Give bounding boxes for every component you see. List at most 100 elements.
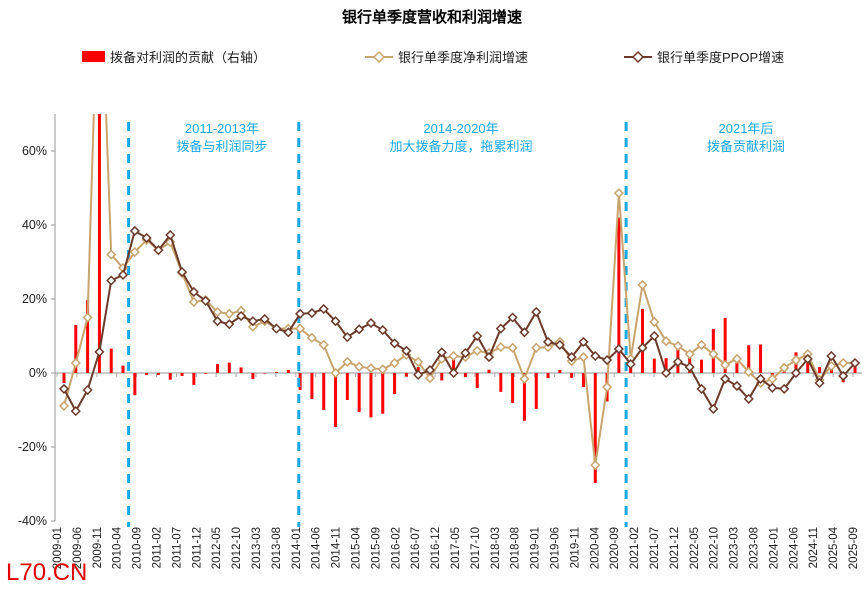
point-ppop <box>495 323 506 334</box>
x-tick-label: 2014-11 <box>331 527 343 568</box>
bar-provision-contribution <box>215 364 219 373</box>
x-tick-label: 2010-04 <box>112 526 124 569</box>
point-ppop <box>236 310 247 322</box>
bar-provision-contribution <box>263 373 267 374</box>
point-ppop <box>271 323 282 334</box>
bar-provision-contribution <box>475 373 479 389</box>
bar-provision-contribution <box>168 373 172 380</box>
x-tick-label: 2021-07 <box>649 527 661 569</box>
point-ppop <box>755 373 766 384</box>
x-tick-label: 2016-07 <box>410 527 422 569</box>
point-net-profit <box>495 342 506 353</box>
point-ppop <box>602 354 613 366</box>
point-ppop <box>318 303 329 315</box>
point-ppop <box>129 225 140 236</box>
point-net-profit <box>342 356 353 367</box>
point-net-profit <box>295 323 306 334</box>
point-net-profit <box>519 373 530 384</box>
point-net-profit <box>708 349 719 360</box>
legend-diamond-ppop <box>631 50 645 64</box>
bar-provision-contribution <box>593 373 597 483</box>
point-ppop <box>519 327 530 338</box>
bar-provision-contribution <box>357 373 361 412</box>
point-net-profit <box>306 332 317 343</box>
point-ppop <box>849 357 861 369</box>
x-tick-label: 2013-03 <box>251 527 263 569</box>
bar-provision-contribution <box>499 373 503 392</box>
point-ppop <box>814 377 825 389</box>
point-ppop <box>424 364 436 376</box>
x-tick-label: 2019-06 <box>550 527 562 569</box>
bar-provision-contribution <box>640 308 644 373</box>
point-net-profit <box>613 188 624 199</box>
bar-provision-contribution <box>522 373 526 421</box>
x-tick-label: 2024-11 <box>808 527 820 568</box>
x-tick-label: 2025-04 <box>828 526 840 569</box>
point-net-profit <box>542 342 554 353</box>
point-net-profit <box>507 342 518 353</box>
x-tick-label: 2023-03 <box>729 527 741 569</box>
point-net-profit <box>58 400 70 411</box>
x-tick-label: 2009-01 <box>52 527 64 569</box>
bar-provision-contribution <box>759 344 763 373</box>
x-tick-label: 2021-02 <box>629 527 641 569</box>
x-tick-label: 2011-02 <box>152 527 164 568</box>
bar-provision-contribution <box>86 300 90 373</box>
period-annotation-note: 拨备与利润同步 <box>176 139 267 154</box>
point-net-profit <box>389 357 400 369</box>
chart-title: 银行单季度营收和利润增速 <box>342 8 522 26</box>
point-net-profit <box>413 356 424 367</box>
point-net-profit <box>224 308 235 319</box>
point-ppop <box>507 312 518 323</box>
bar-provision-contribution <box>251 373 255 379</box>
bar-provision-contribution <box>121 365 125 373</box>
bar-provision-contribution <box>192 373 196 385</box>
x-tick-label: 2015-04 <box>351 526 363 569</box>
x-tick-label: 2016-02 <box>390 527 402 569</box>
x-tick-label: 2020-04 <box>589 526 601 569</box>
point-ppop <box>613 343 624 355</box>
bar-provision-contribution <box>853 365 857 373</box>
x-tick-label: 2014-01 <box>291 527 303 569</box>
point-net-profit <box>578 352 589 363</box>
bar-provision-contribution <box>700 359 704 373</box>
legend-label-ppop: 银行单季度PPOP增速 <box>657 50 784 65</box>
point-ppop <box>566 352 577 363</box>
point-net-profit <box>637 279 648 291</box>
point-ppop <box>436 347 447 358</box>
point-ppop <box>58 383 70 394</box>
point-ppop <box>212 316 223 327</box>
bar-provision-contribution <box>664 358 668 373</box>
point-net-profit <box>318 339 329 350</box>
bar-provision-contribution <box>133 373 137 396</box>
bar-provision-contribution <box>322 373 326 410</box>
bar-provision-contribution <box>62 373 66 383</box>
bar-provision-contribution <box>652 358 656 373</box>
bar-provision-contribution <box>534 373 538 409</box>
x-tick-label: 2014-06 <box>311 527 323 569</box>
point-ppop <box>684 362 695 373</box>
x-tick-label: 2012-05 <box>211 527 223 569</box>
line-net-profit-growth <box>63 114 855 466</box>
point-ppop <box>106 275 117 286</box>
y-tick-label: 40% <box>22 218 47 232</box>
period-annotation-note: 加大拨备力度，拖累利润 <box>389 139 532 154</box>
point-ppop <box>401 345 412 356</box>
x-tick-label: 2022-05 <box>689 527 701 569</box>
point-net-profit <box>661 336 672 347</box>
point-ppop <box>295 308 306 319</box>
bar-provision-contribution <box>617 217 621 373</box>
legend-diamond-net-profit <box>372 50 386 64</box>
x-tick-label: 2012-10 <box>231 527 243 569</box>
bar-provision-contribution <box>735 358 739 373</box>
point-net-profit <box>731 353 743 365</box>
point-net-profit <box>790 354 802 366</box>
point-net-profit <box>531 342 542 353</box>
x-tick-label: 2023-08 <box>749 527 761 569</box>
x-tick-label: 2024-06 <box>788 527 800 569</box>
point-ppop <box>377 325 388 336</box>
point-ppop <box>330 316 341 327</box>
point-ppop <box>826 350 837 362</box>
bar-provision-contribution <box>806 362 810 373</box>
bar-provision-contribution <box>334 373 338 428</box>
